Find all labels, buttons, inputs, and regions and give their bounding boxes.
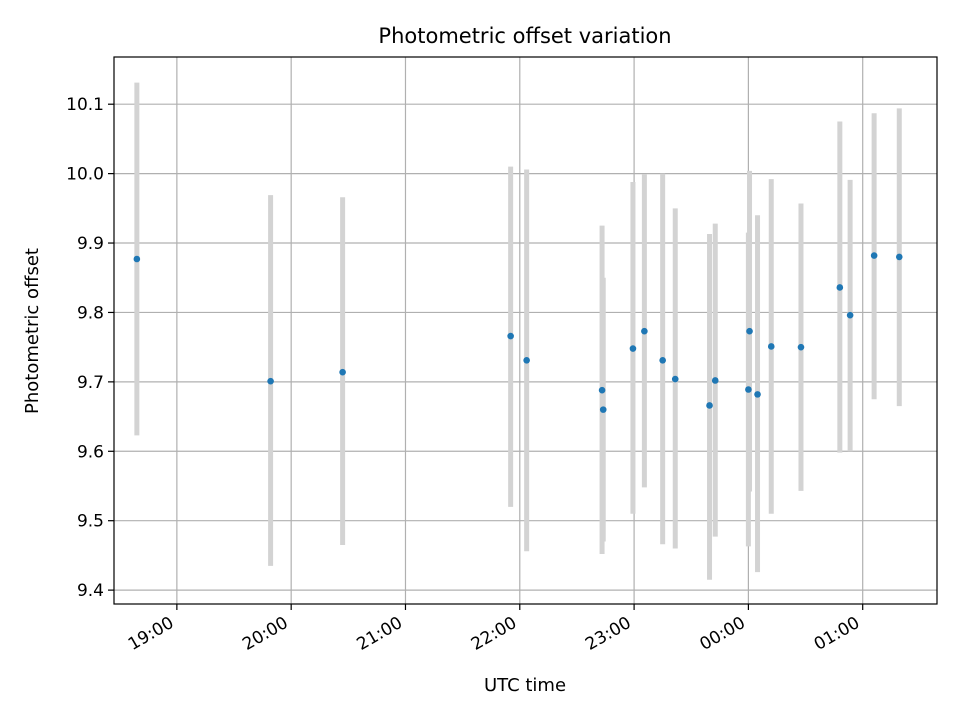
data-point	[711, 377, 719, 384]
data-point	[870, 252, 878, 259]
y-axis-ticks: 9.4 9.5 9.6 9.7 9.8 9.9 10.0 10.1	[66, 95, 114, 601]
data-point	[133, 255, 141, 263]
data-point	[507, 332, 514, 340]
x-axis-label: UTC time	[484, 675, 566, 696]
data-point	[267, 377, 274, 385]
data-point	[523, 357, 530, 364]
data-point	[659, 357, 666, 364]
data-point	[745, 386, 752, 393]
data-point	[754, 391, 761, 398]
data-point	[846, 311, 854, 319]
y-tick-label: 10.1	[66, 95, 104, 115]
data-point	[706, 402, 713, 409]
data-point	[797, 343, 805, 351]
y-tick-label: 9.4	[77, 581, 104, 601]
data-point	[599, 406, 607, 413]
data-point	[598, 386, 606, 394]
data-point	[629, 345, 637, 352]
y-tick-label: 9.6	[77, 442, 104, 462]
data-point	[767, 343, 775, 350]
y-tick-label: 9.5	[77, 512, 104, 532]
data-point	[671, 375, 679, 383]
plot-frame	[113, 56, 938, 605]
data-point	[746, 327, 753, 335]
chart-title: Photometric offset variation	[378, 24, 671, 48]
y-tick-label: 9.9	[77, 234, 104, 254]
y-tick-label: 9.7	[77, 373, 104, 393]
data-point	[339, 368, 346, 376]
y-tick-label: 9.8	[77, 303, 104, 323]
data-point	[836, 284, 844, 291]
y-axis-label: Photometric offset	[22, 248, 43, 414]
data-point	[641, 327, 648, 335]
data-point	[895, 253, 903, 261]
y-tick-label: 10.0	[66, 165, 104, 185]
data-points	[133, 252, 903, 413]
